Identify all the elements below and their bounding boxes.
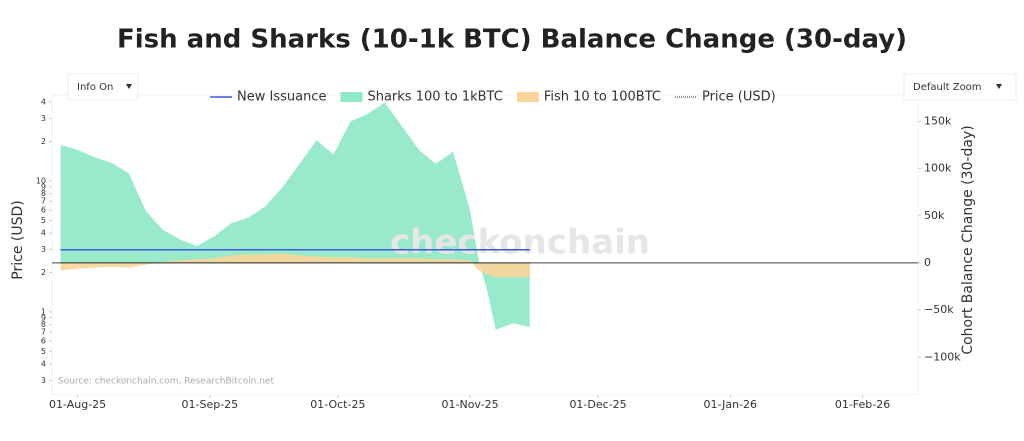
y-tick-label: 8 (41, 189, 46, 198)
x-tick-label: 01-Sep-25 (182, 398, 239, 411)
x-tick-label: 01-Nov-25 (442, 398, 499, 411)
y2-tick-label: 0 (924, 256, 931, 269)
y2-tick-label: −100k (924, 350, 961, 363)
zoom-dropdown[interactable]: Default Zoom (903, 73, 1017, 101)
dropdown-label[interactable]: Info On (77, 82, 113, 93)
y-tick-label: 7 (41, 197, 46, 206)
y-tick-label: 8 (41, 320, 46, 329)
legend-label: Fish 10 to 100BTC (544, 90, 661, 105)
y-tick-label: 1 (41, 307, 46, 316)
y-tick-label: 4 (41, 98, 46, 107)
dropdown-arrow[interactable] (126, 84, 132, 89)
y2-tick-label: 150k (924, 114, 952, 127)
legend-swatch (340, 92, 363, 102)
dropdown-arrow[interactable] (996, 84, 1002, 89)
y2-tick-label: −50k (924, 303, 954, 316)
y2-axis-label: Cohort Balance Change (30-day) (960, 125, 976, 354)
x-tick-label: 01-Aug-25 (49, 398, 106, 411)
dropdown-label[interactable]: Default Zoom (913, 82, 982, 93)
y-tick-label: 4 (41, 229, 46, 238)
y-tick-label: 4 (41, 360, 46, 369)
series-area (60, 253, 530, 278)
legend-label: Sharks 100 to 1kBTC (367, 90, 502, 105)
info-dropdown[interactable]: Info On (67, 73, 139, 101)
y-tick-label: 3 (41, 245, 46, 254)
x-tick-label: 01-Dec-25 (569, 398, 626, 411)
source-note: Source: checkonchain.com, ResearchBitcoi… (58, 377, 274, 387)
y-tick-label: 9 (41, 182, 46, 191)
x-tick-label: 01-Jan-26 (704, 398, 758, 411)
y-tick-label: 5 (41, 347, 46, 356)
y-tick-label: 6 (41, 336, 46, 345)
y-tick-label: 3 (41, 114, 46, 123)
legend-label: New Issuance (237, 90, 326, 105)
dropdown-box[interactable] (903, 73, 1017, 101)
y2-tick-label: 100k (924, 162, 952, 175)
x-tick-label: 01-Oct-25 (310, 398, 365, 411)
legend-swatch (516, 92, 539, 102)
legend-label: Price (USD) (702, 90, 776, 105)
y-tick-label: 2 (41, 268, 46, 277)
y-tick-label: 10 (36, 176, 46, 185)
y-axis-label: Price (USD) (10, 200, 26, 279)
chart-title: Fish and Sharks (10-1k BTC) Balance Chan… (117, 25, 907, 55)
series-area (60, 102, 530, 330)
x-tick-label: 01-Feb-26 (835, 398, 890, 411)
y-tick-label: 9 (41, 313, 46, 322)
y-tick-label: 6 (41, 205, 46, 214)
watermark: checkonchain (390, 223, 650, 263)
dropdown-box[interactable] (67, 73, 139, 101)
y2-tick-label: 50k (924, 209, 945, 222)
plot-area (51, 94, 919, 396)
y-tick-label: 3 (41, 376, 46, 385)
y-tick-label: 7 (41, 328, 46, 337)
y-tick-label: 2 (41, 137, 46, 146)
y-tick-label: 5 (41, 216, 46, 225)
